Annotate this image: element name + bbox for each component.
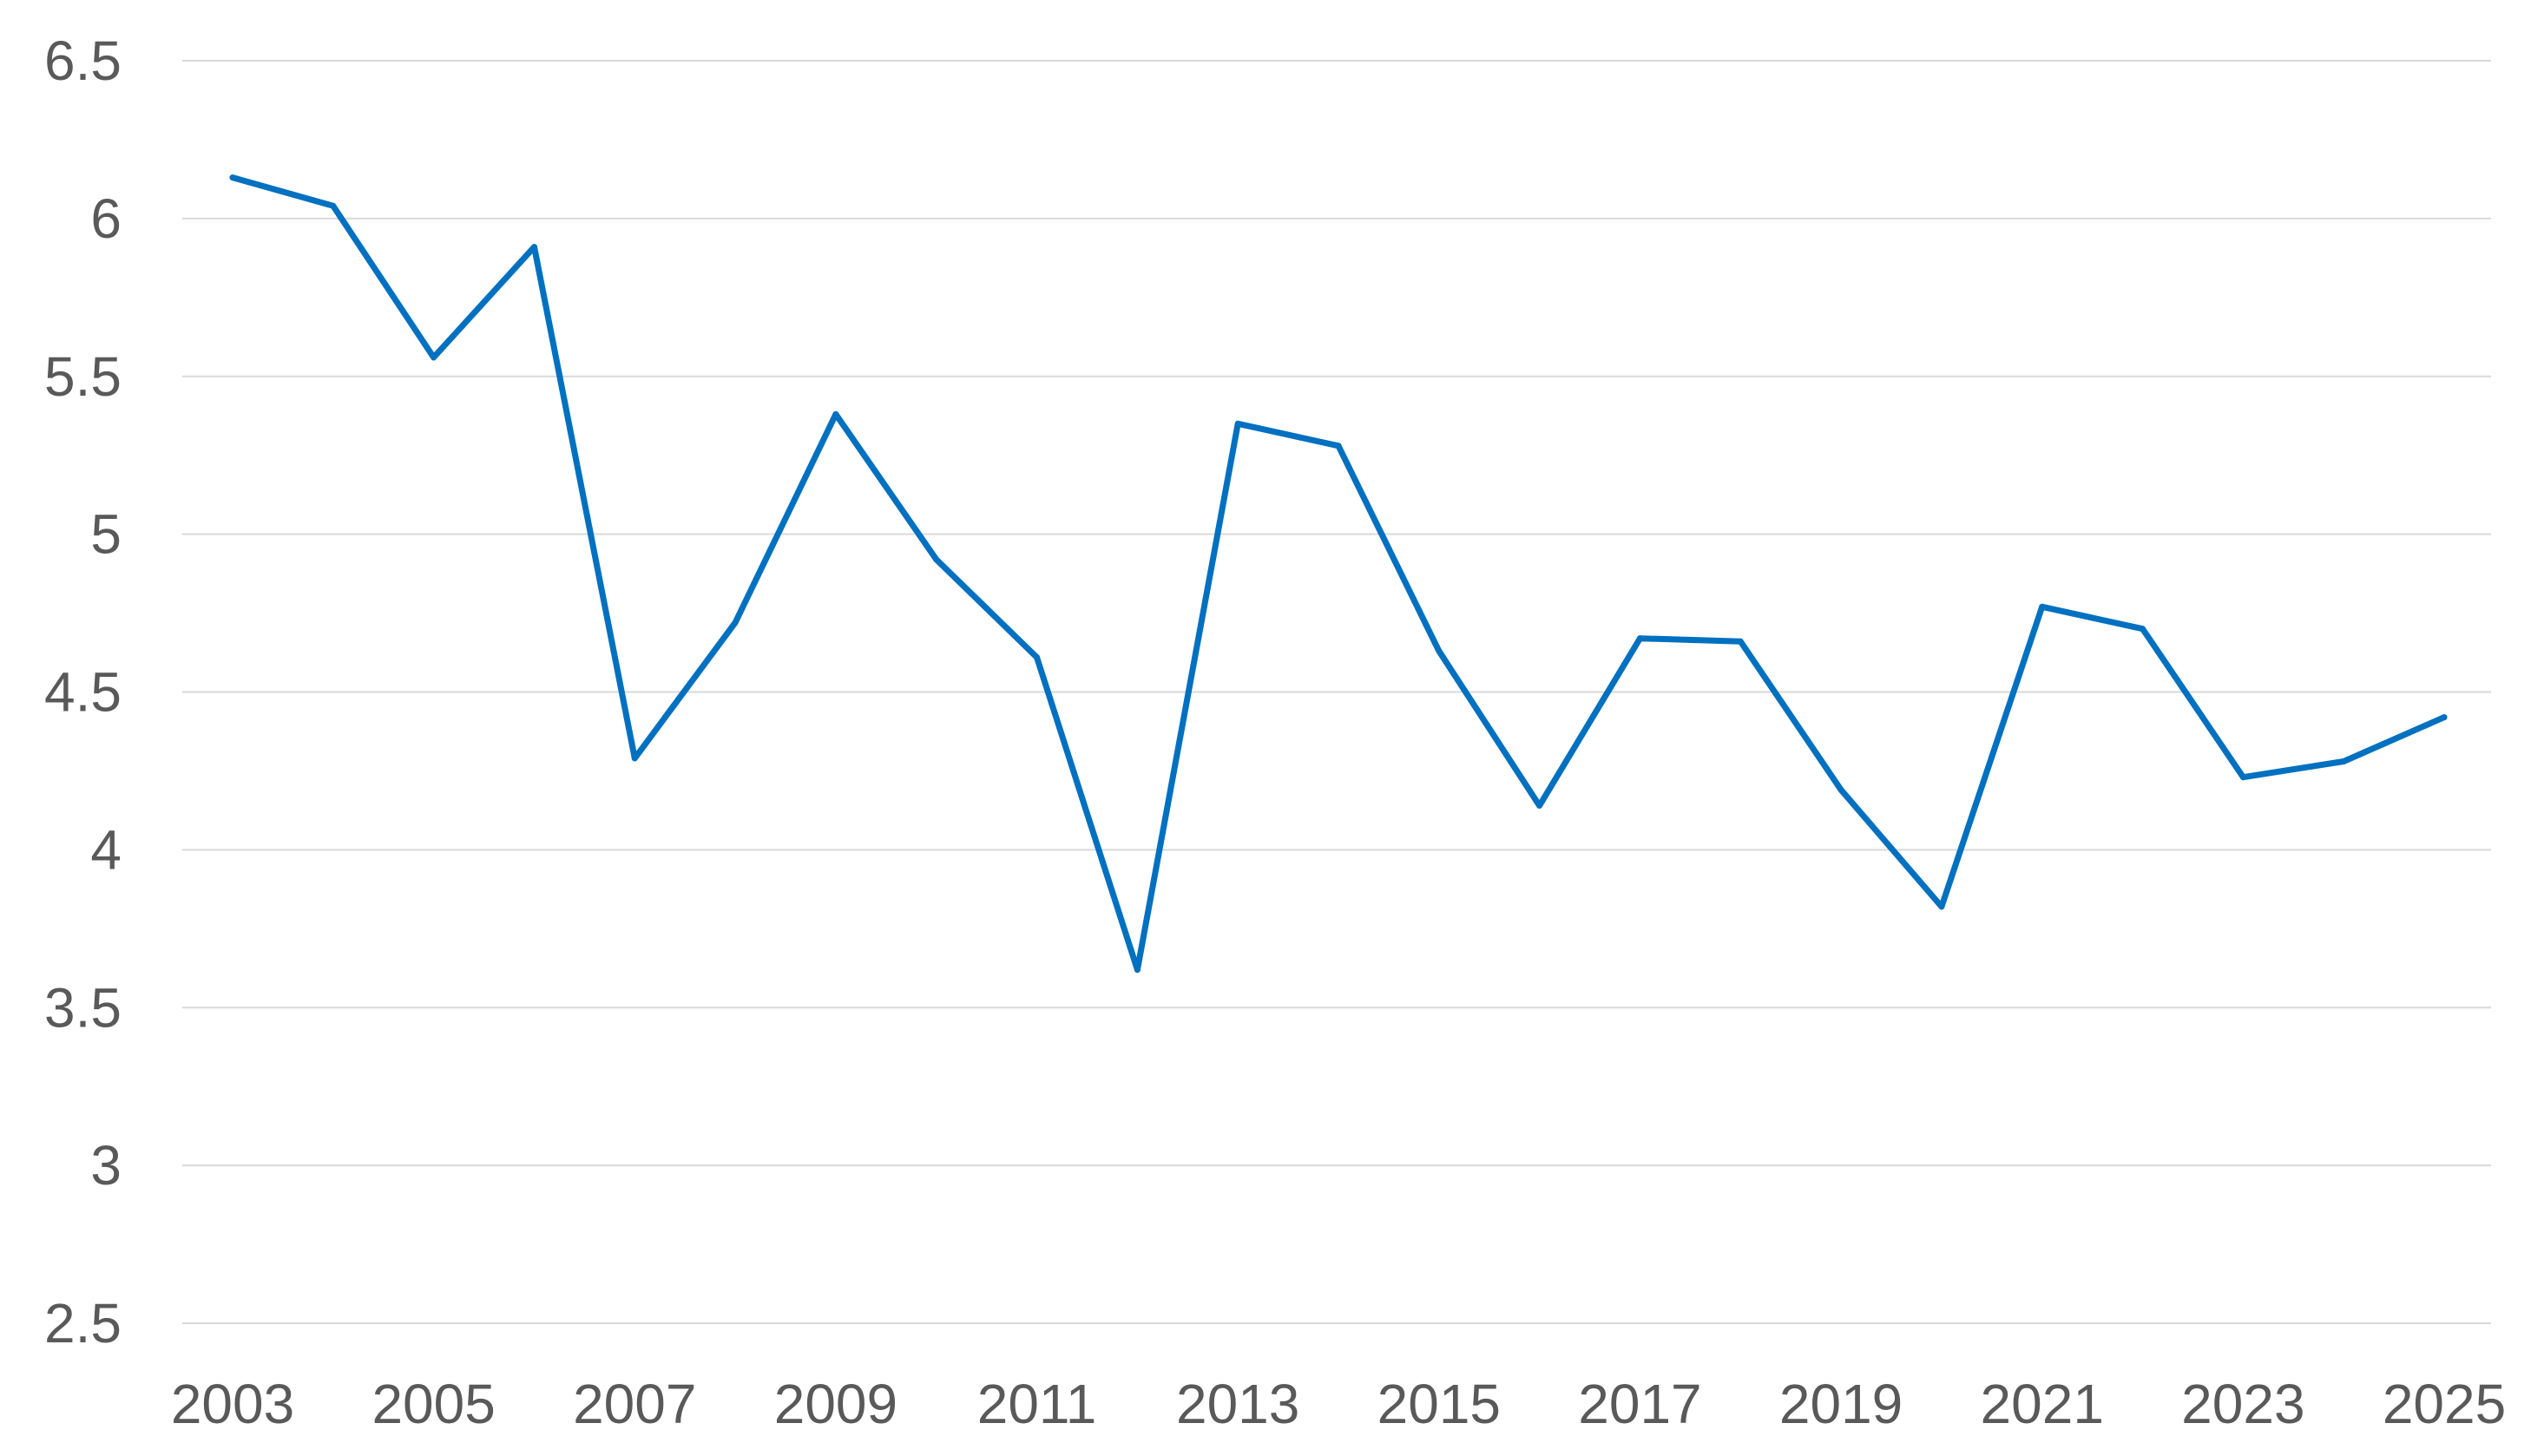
data-point-2005 xyxy=(431,354,437,361)
x-tick-label: 2007 xyxy=(573,1373,696,1435)
y-tick-label: 3.5 xyxy=(44,976,122,1039)
data-point-2022 xyxy=(2140,626,2146,633)
x-tick-label: 2021 xyxy=(1981,1373,2104,1435)
x-tick-label: 2019 xyxy=(1779,1373,1903,1435)
series-line-0 xyxy=(229,174,2448,974)
y-tick-label: 6 xyxy=(90,187,122,250)
x-tick-label: 2011 xyxy=(977,1373,1097,1435)
x-tick-label: 2025 xyxy=(2383,1373,2506,1435)
x-tick-label: 2015 xyxy=(1377,1373,1501,1435)
data-point-2023 xyxy=(2239,774,2246,781)
x-tick-label: 2009 xyxy=(774,1373,897,1435)
data-point-2014 xyxy=(1335,443,1342,449)
data-point-2018 xyxy=(1737,638,1744,645)
x-tick-label: 2005 xyxy=(371,1373,495,1435)
data-point-2011 xyxy=(1034,653,1041,660)
data-point-2025 xyxy=(2441,714,2448,721)
y-tick-label: 6.5 xyxy=(44,30,122,92)
y-tick-label: 5 xyxy=(90,503,122,566)
data-point-2016 xyxy=(1536,802,1543,809)
y-axis-tick-labels: 6.5 6 5.5 5 4.5 4 3.5 3 2.5 xyxy=(44,30,122,1354)
data-point-2003 xyxy=(229,174,236,181)
y-tick-label: 3 xyxy=(90,1134,122,1197)
data-point-2017 xyxy=(1636,635,1643,642)
data-point-2015 xyxy=(1436,647,1443,654)
y-tick-label: 2.5 xyxy=(44,1292,122,1354)
y-tick-label: 4 xyxy=(90,818,122,881)
x-tick-label: 2013 xyxy=(1176,1373,1299,1435)
data-point-2004 xyxy=(330,202,337,209)
data-point-2019 xyxy=(1837,786,1844,793)
x-tick-label: 2003 xyxy=(171,1373,294,1435)
data-point-2020 xyxy=(1938,903,1945,910)
x-tick-label: 2023 xyxy=(2181,1373,2304,1435)
series-layer xyxy=(229,174,2448,974)
data-point-2007 xyxy=(631,755,638,762)
data-point-2010 xyxy=(933,556,940,563)
x-axis-tick-labels: 2003 2005 2007 2009 2011 2013 2015 2017 2019 2021… xyxy=(171,1373,2506,1435)
x-tick-label: 2017 xyxy=(1578,1373,1701,1435)
data-point-2012 xyxy=(1134,967,1141,974)
data-point-2008 xyxy=(732,619,739,626)
y-tick-label: 4.5 xyxy=(44,661,122,724)
gridlines xyxy=(182,60,2491,1324)
data-point-2024 xyxy=(2340,758,2347,765)
data-point-2013 xyxy=(1234,420,1241,427)
data-point-2009 xyxy=(832,410,839,417)
data-point-2021 xyxy=(2039,603,2046,610)
data-point-2006 xyxy=(530,244,537,251)
y-tick-label: 5.5 xyxy=(44,345,122,408)
